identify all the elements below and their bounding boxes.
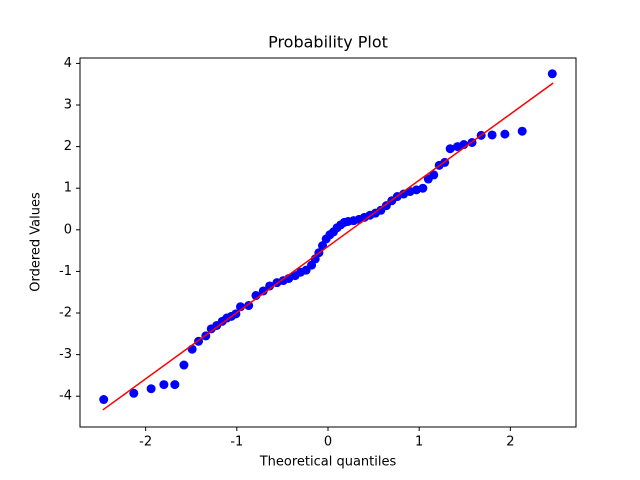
- data-point: [179, 360, 189, 370]
- data-point: [187, 344, 197, 354]
- chart-title: Probability Plot: [268, 33, 388, 52]
- y-tick-label: -4: [59, 389, 72, 404]
- data-point: [500, 129, 510, 139]
- data-point: [99, 395, 109, 405]
- data-point: [429, 170, 439, 180]
- data-point: [547, 69, 557, 79]
- y-tick-label: 4: [64, 56, 72, 71]
- y-tick-label: -1: [59, 264, 72, 279]
- plot-frame: [79, 57, 577, 428]
- y-tick-label: 0: [64, 222, 72, 237]
- data-point: [445, 144, 455, 154]
- data-point: [487, 130, 497, 140]
- x-tick-label: -2: [139, 435, 152, 450]
- y-tick-label: -3: [59, 347, 72, 362]
- data-point: [258, 286, 268, 296]
- data-point: [517, 126, 527, 136]
- data-point: [159, 380, 169, 390]
- x-tick-label: 2: [506, 435, 514, 450]
- x-tick-label: 0: [324, 435, 332, 450]
- y-tick-label: 1: [64, 181, 72, 196]
- data-point: [418, 183, 428, 193]
- data-point: [146, 384, 156, 394]
- x-axis-label: Theoretical quantiles: [259, 455, 397, 470]
- x-tick-label: 1: [415, 435, 423, 450]
- x-tick-label: -1: [230, 435, 243, 450]
- y-axis-label: Ordered Values: [29, 192, 44, 292]
- data-point: [265, 281, 275, 291]
- y-tick-label: 2: [64, 139, 72, 154]
- y-tick-label: 3: [64, 98, 72, 113]
- data-point: [170, 380, 180, 390]
- data-point: [129, 388, 139, 398]
- y-tick-label: -2: [59, 306, 72, 321]
- fit-line: [102, 82, 554, 411]
